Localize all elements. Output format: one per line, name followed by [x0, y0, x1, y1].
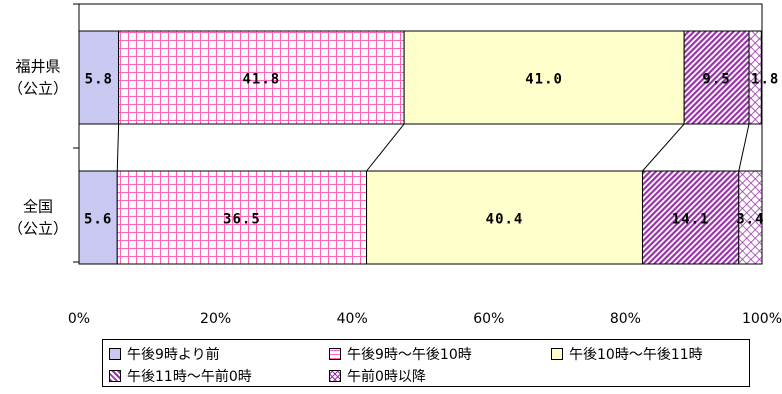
data-label: 5.6 — [84, 212, 112, 228]
series-line — [738, 123, 750, 172]
x-tick-label: 80% — [610, 311, 641, 327]
data-label: 36.5 — [223, 212, 261, 228]
legend-item: 午後9時～午後10時 — [329, 344, 472, 364]
legend-item: 午後11時～午前0時 — [109, 366, 252, 386]
data-label: 41.0 — [525, 72, 563, 88]
data-label: 3.4 — [736, 212, 764, 228]
bar-segment — [78, 170, 118, 265]
data-label: 1.8 — [751, 72, 779, 88]
bar-segment — [748, 30, 762, 125]
x-tick-label: 100% — [742, 311, 782, 327]
legend-label: 午後9時より前 — [127, 347, 220, 363]
x-tick-label: 60% — [473, 311, 504, 327]
legend-swatch — [329, 370, 341, 382]
legend-swatch — [109, 370, 121, 382]
category-label: （公立） — [8, 80, 68, 98]
chart-legend: 午後9時より前 午後9時～午後10時 午後10時～午後11時午後11時～午前0時 午前… — [102, 339, 750, 387]
bar-segment — [683, 30, 750, 125]
x-tick-label: 20% — [200, 311, 231, 327]
bar-segment — [78, 30, 120, 125]
x-tick-label: 40% — [337, 311, 368, 327]
bar-segment — [118, 30, 405, 125]
bar-segment — [403, 30, 685, 125]
series-line — [642, 123, 685, 172]
bar-segment — [738, 170, 763, 265]
data-label: 41.8 — [243, 72, 281, 88]
data-label: 9.5 — [702, 72, 730, 88]
legend-item: 午後9時より前 — [109, 344, 220, 364]
category-label: （公立） — [8, 220, 68, 238]
data-label: 14.1 — [672, 212, 710, 228]
category-label: 福井県 — [15, 58, 60, 76]
series-line — [116, 123, 120, 172]
bar-segment — [366, 170, 643, 265]
legend-label: 午後11時～午前0時 — [127, 369, 252, 385]
legend-label: 午前0時以降 — [347, 369, 426, 385]
legend-label: 午後10時～午後11時 — [569, 347, 703, 363]
bar-segment — [116, 170, 368, 265]
data-label: 5.8 — [85, 72, 113, 88]
category-label: 全国 — [23, 198, 53, 216]
legend-item: 午後10時～午後11時 — [551, 344, 703, 364]
x-tick-label: 0% — [68, 311, 90, 327]
legend-label: 午後9時～午後10時 — [347, 347, 472, 363]
legend-swatch — [109, 348, 121, 360]
data-label: 40.4 — [486, 212, 524, 228]
legend-swatch — [329, 348, 341, 360]
legend-item: 午前0時以降 — [329, 366, 426, 386]
legend-swatch — [551, 348, 563, 360]
series-line — [366, 123, 405, 172]
bar-segment — [641, 170, 740, 265]
